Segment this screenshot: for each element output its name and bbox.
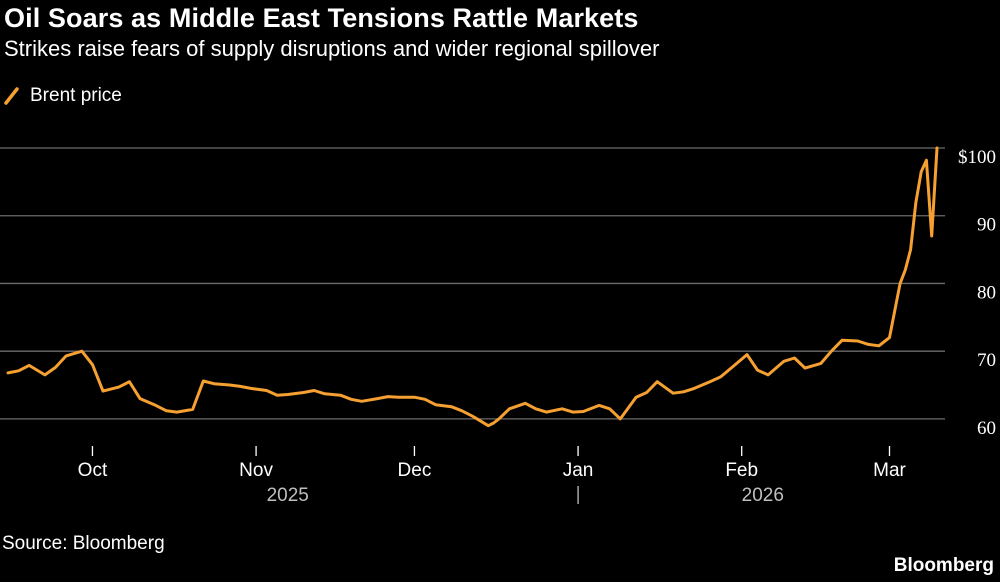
x-tick-label: Nov	[239, 460, 273, 481]
legend-label: Brent price	[30, 85, 122, 106]
diagonal-line-icon	[4, 87, 19, 105]
y-axis: $100 90 80 70 60	[958, 147, 996, 439]
x-tick-label: Oct	[78, 460, 108, 481]
year-label: 2026	[742, 485, 784, 506]
x-tick-label: Jan	[563, 460, 594, 481]
y-tick-label: $100	[958, 147, 996, 168]
y-tick-label: 80	[977, 282, 996, 303]
legend: Brent price	[4, 84, 122, 108]
x-tick-label: Mar	[873, 460, 906, 481]
series-line-brent-price	[6, 146, 939, 428]
x-tick-label: Dec	[398, 460, 432, 481]
chart-subtitle: Strikes raise fears of supply disruption…	[4, 36, 660, 61]
gridlines	[0, 147, 945, 420]
source-note: Source: Bloomberg	[2, 533, 165, 554]
series-layer	[6, 146, 939, 428]
year-label: 2025	[267, 485, 309, 506]
bloomberg-logo: Bloomberg	[893, 555, 994, 576]
y-tick-label: 70	[977, 350, 996, 371]
x-axis: Oct Nov Dec Jan Feb Mar 2025 2026	[78, 446, 907, 506]
chart-title: Oil Soars as Middle East Tensions Rattle…	[4, 3, 639, 33]
y-tick-label: 60	[977, 418, 996, 439]
x-tick-label: Feb	[725, 460, 758, 481]
y-tick-label: 90	[977, 215, 996, 236]
